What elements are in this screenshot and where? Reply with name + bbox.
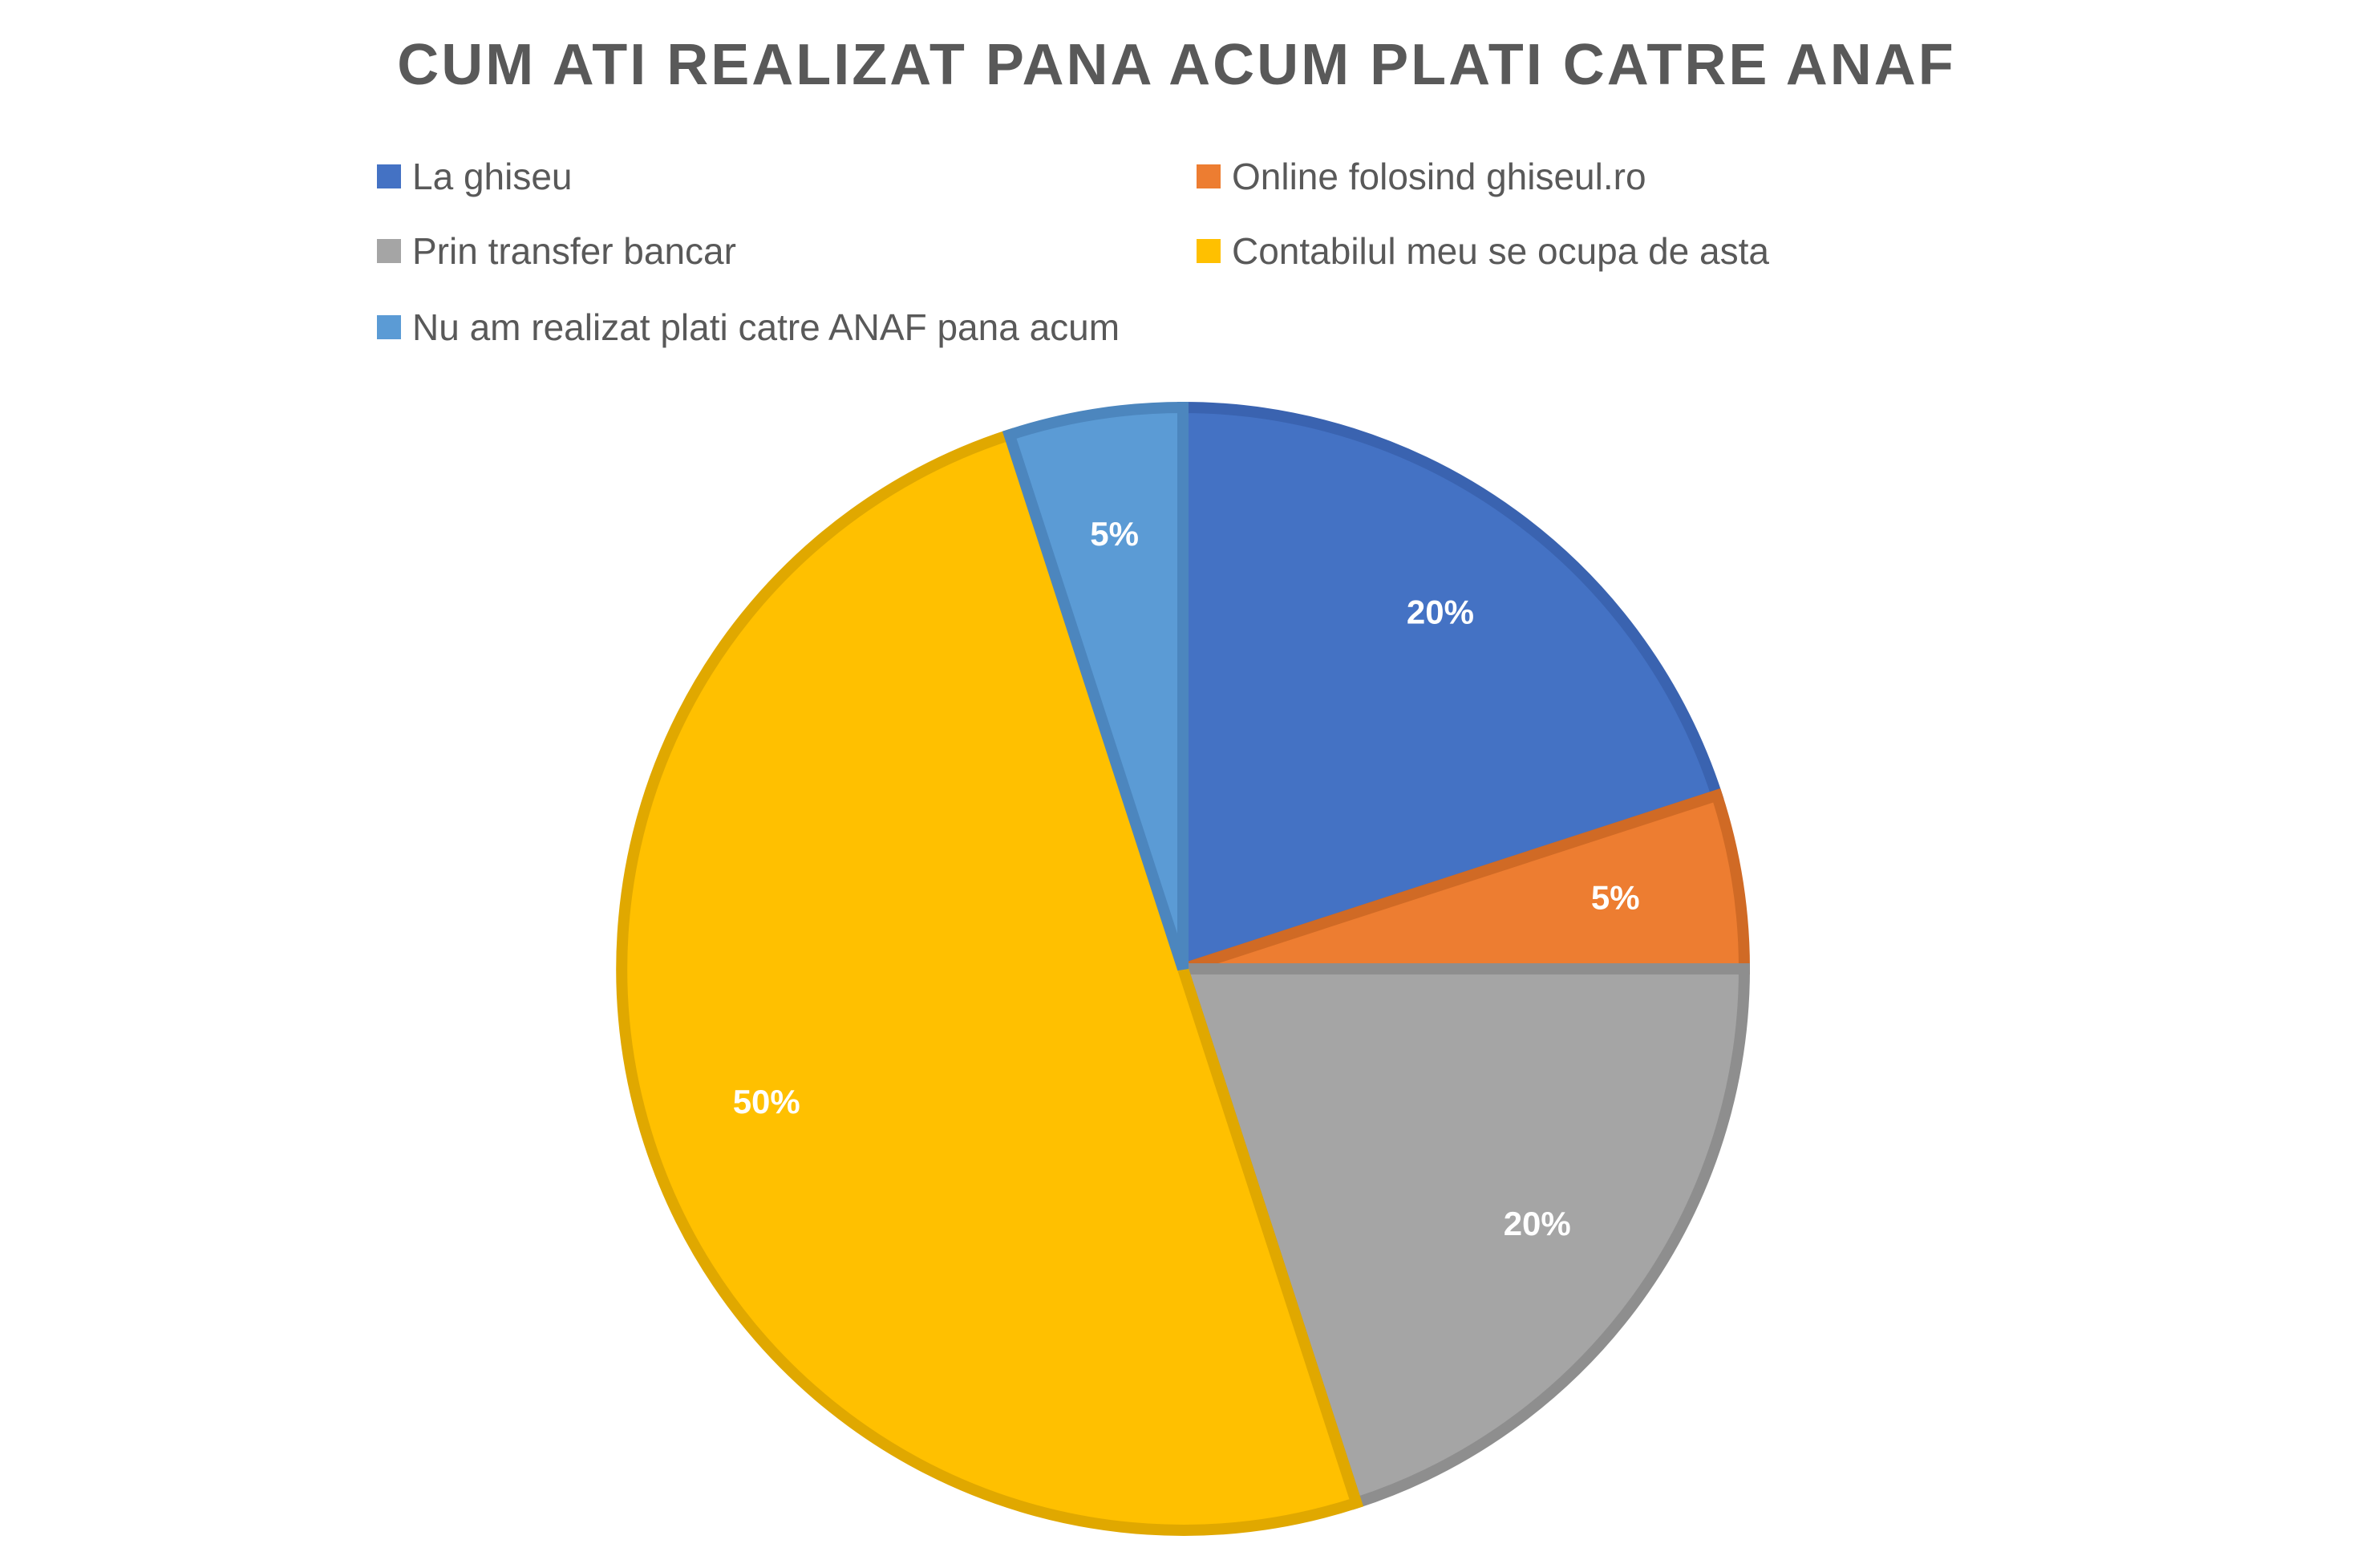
legend-item-la-ghiseu: La ghiseu: [377, 152, 573, 201]
legend-swatch: [377, 239, 401, 263]
legend-swatch: [377, 164, 401, 188]
legend-item-contabil: Contabilul meu se ocupa de asta: [1197, 227, 1769, 275]
legend-item-online: Online folosind ghiseul.ro: [1197, 152, 1646, 201]
data-label-contabil: 50%: [733, 1083, 800, 1120]
legend-swatch: [1197, 239, 1221, 263]
legend-label: Online folosind ghiseul.ro: [1232, 156, 1646, 197]
legend-label: La ghiseu: [412, 156, 573, 197]
pie-slice-la-ghiseu: [1177, 401, 1724, 977]
pie-slice-transfer-bancar: [1175, 963, 1751, 1510]
pie-slice-online: [1181, 788, 1751, 974]
legend-label: Contabilul meu se ocupa de asta: [1232, 230, 1769, 272]
pie-slice-contabil: [616, 427, 1364, 1536]
data-label-nu-am-realizat: 5%: [1090, 515, 1139, 553]
legend-item-nu-am-realizat: Nu am realizat plati catre ANAF pana acu…: [377, 303, 1120, 351]
legend-label: Prin transfer bancar: [412, 230, 736, 272]
chart-title: CUM ATI REALIZAT PANA ACUM PLATI CATRE A…: [397, 33, 1956, 97]
legend-label: Nu am realizat plati catre ANAF pana acu…: [412, 306, 1120, 348]
legend-swatch: [1197, 164, 1221, 188]
data-label-transfer-bancar: 20%: [1504, 1205, 1571, 1242]
pie-slice-nu-am-realizat: [1002, 401, 1189, 971]
data-label-online: 5%: [1591, 879, 1640, 917]
data-label-la-ghiseu: 20%: [1407, 593, 1474, 630]
legend-swatch: [377, 315, 401, 339]
legend-item-transfer-bancar: Prin transfer bancar: [377, 227, 736, 275]
